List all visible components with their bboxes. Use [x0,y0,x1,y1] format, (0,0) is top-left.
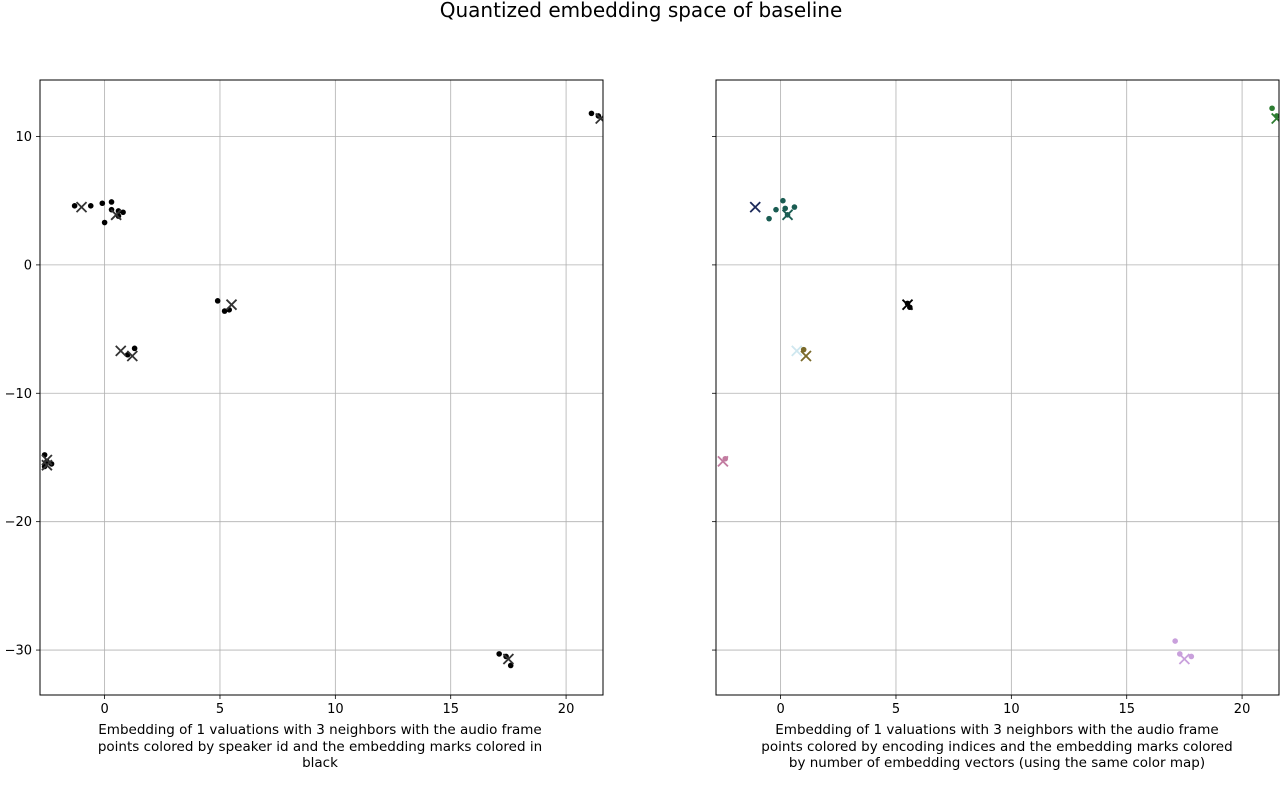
data-point [766,215,772,222]
x-tick-label: 20 [558,702,575,717]
left-panel-xlabel: Embedding of 1 valuations with 3 neighbo… [97,722,543,771]
embedding-mark [225,299,238,311]
data-point [221,308,228,314]
embedding-mark [1271,112,1279,125]
data-point [71,203,78,209]
data-point [1269,105,1275,112]
x-tick-label: 20 [1234,702,1251,717]
embedding-mark-stroke [115,345,127,357]
data-point [1188,653,1195,660]
embedding-mark-stroke [75,201,88,213]
y-tick-label: −20 [5,515,32,530]
chart-title: Quantized embedding space of baseline [439,0,843,22]
embedding-mark-stroke [225,299,238,311]
data-point [496,651,502,657]
embedding-mark-stroke [126,350,138,362]
embedding-mark [502,653,515,665]
embedding-mark-stroke [800,350,812,362]
embedding-mark [749,201,761,213]
x-tick-label: 0 [100,702,108,717]
embedding-mark [800,350,812,362]
embedding-mark-stroke [791,345,803,357]
data-point [507,662,514,669]
embedding-mark [41,454,53,466]
x-tick-label: 15 [1118,702,1135,717]
data-point [782,205,789,212]
data-point [1172,638,1178,644]
embedding-mark-stroke [41,454,53,466]
data-point [214,298,221,304]
embedding-mark [901,299,914,311]
data-point [588,110,595,117]
x-tick-label: 5 [216,702,224,717]
embedding-mark-stroke [502,653,515,665]
embedding-mark-stroke [595,114,603,125]
embedding-mark-stroke [1271,114,1279,125]
embedding-mark [781,209,794,221]
data-point [99,200,106,207]
right-scatter-panel: 0 5 10 15 20 [712,79,1280,717]
axes-frame [39,79,604,696]
data-point [120,209,126,216]
embedding-mark [1178,653,1191,665]
data-layer [41,110,603,669]
x-tick-label: 0 [776,702,784,717]
data-layer [717,105,1279,665]
right-panel-xlabel: Embedding of 1 valuations with 3 neighbo… [761,722,1233,771]
embedding-mark-stroke [110,209,122,221]
y-tick-label: −10 [5,387,32,402]
embedding-mark-stroke [717,455,729,467]
data-point [87,203,94,209]
embedding-mark [791,345,803,357]
embedding-mark-stroke [1178,653,1191,665]
embedding-mark [75,201,88,213]
x-tick-label: 10 [1003,702,1020,717]
embedding-mark [595,112,603,125]
data-point [780,197,786,204]
embedding-mark-stroke [901,299,914,311]
embedding-mark [41,459,53,471]
y-tick-label: −30 [5,644,32,659]
data-point [800,346,807,353]
x-tick-label: 10 [327,702,344,717]
x-tick-label: 5 [892,702,900,717]
embedding-mark-stroke [749,201,761,213]
y-tick-label: 10 [15,130,32,145]
left-scatter-panel: 0 5 10 15 20 10 0 −10 −20 −30 [5,79,604,717]
embedding-mark [110,209,122,221]
embedding-mark [115,345,127,357]
axes-frame [715,79,1280,696]
x-tick-label: 15 [442,702,459,717]
data-point [108,199,115,205]
embedding-mark [717,455,729,467]
data-point [791,204,798,210]
data-point [773,206,779,213]
data-point [131,345,138,352]
embedding-mark-stroke [41,459,53,471]
data-point [101,219,108,226]
embedding-mark [126,350,138,362]
y-tick-label: 0 [24,258,32,273]
embedding-mark-stroke [781,209,794,221]
